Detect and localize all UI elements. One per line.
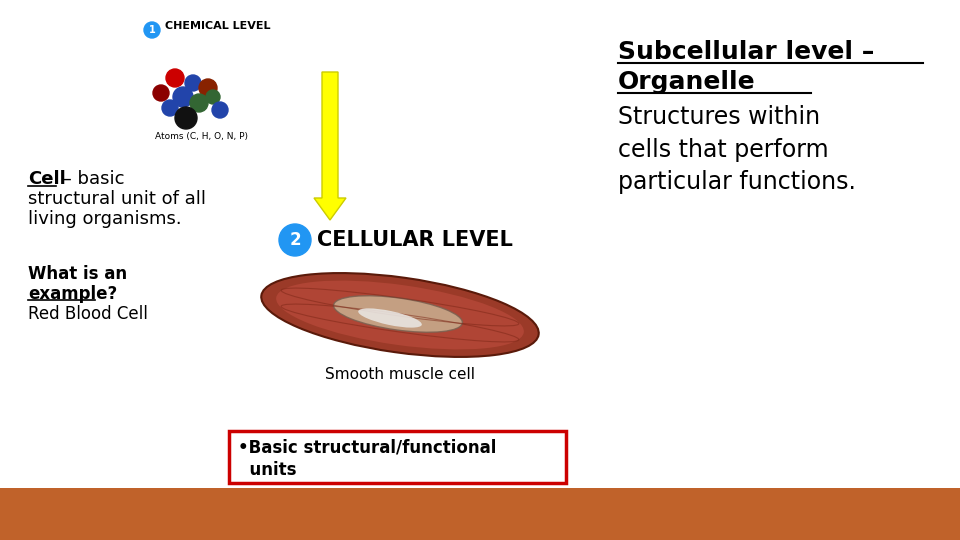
Circle shape: [166, 69, 184, 87]
Circle shape: [153, 85, 169, 101]
Text: Cell: Cell: [28, 170, 65, 188]
Ellipse shape: [333, 296, 463, 332]
Text: •Basic structural/functional
  units: •Basic structural/functional units: [238, 438, 496, 479]
Text: structural unit of all: structural unit of all: [28, 190, 206, 208]
Ellipse shape: [276, 281, 524, 349]
Text: 2: 2: [289, 231, 300, 249]
Text: CHEMICAL LEVEL: CHEMICAL LEVEL: [165, 21, 271, 31]
Circle shape: [162, 100, 178, 116]
Circle shape: [144, 22, 160, 38]
FancyBboxPatch shape: [229, 431, 566, 483]
Text: Smooth muscle cell: Smooth muscle cell: [325, 367, 475, 382]
Circle shape: [175, 107, 197, 129]
Ellipse shape: [261, 273, 539, 357]
Circle shape: [190, 94, 208, 112]
Circle shape: [199, 79, 217, 97]
Text: Subcellular level –: Subcellular level –: [618, 40, 875, 64]
Circle shape: [206, 90, 220, 104]
Text: example?: example?: [28, 285, 117, 303]
Text: living organisms.: living organisms.: [28, 210, 181, 228]
Circle shape: [185, 75, 201, 91]
Text: Red Blood Cell: Red Blood Cell: [28, 305, 148, 323]
Text: Structures within
cells that perform
particular functions.: Structures within cells that perform par…: [618, 105, 856, 194]
Ellipse shape: [358, 308, 421, 328]
Text: Atoms (C, H, O, N, P): Atoms (C, H, O, N, P): [155, 132, 248, 141]
Text: 1: 1: [149, 25, 156, 35]
Text: CELLULAR LEVEL: CELLULAR LEVEL: [317, 230, 513, 250]
FancyArrow shape: [314, 72, 346, 220]
Bar: [0, 488, 960, 540]
Circle shape: [212, 102, 228, 118]
Text: What is an: What is an: [28, 265, 127, 283]
Circle shape: [279, 224, 311, 256]
Text: Organelle: Organelle: [618, 70, 756, 94]
Circle shape: [173, 87, 193, 107]
Text: – basic: – basic: [57, 170, 125, 188]
